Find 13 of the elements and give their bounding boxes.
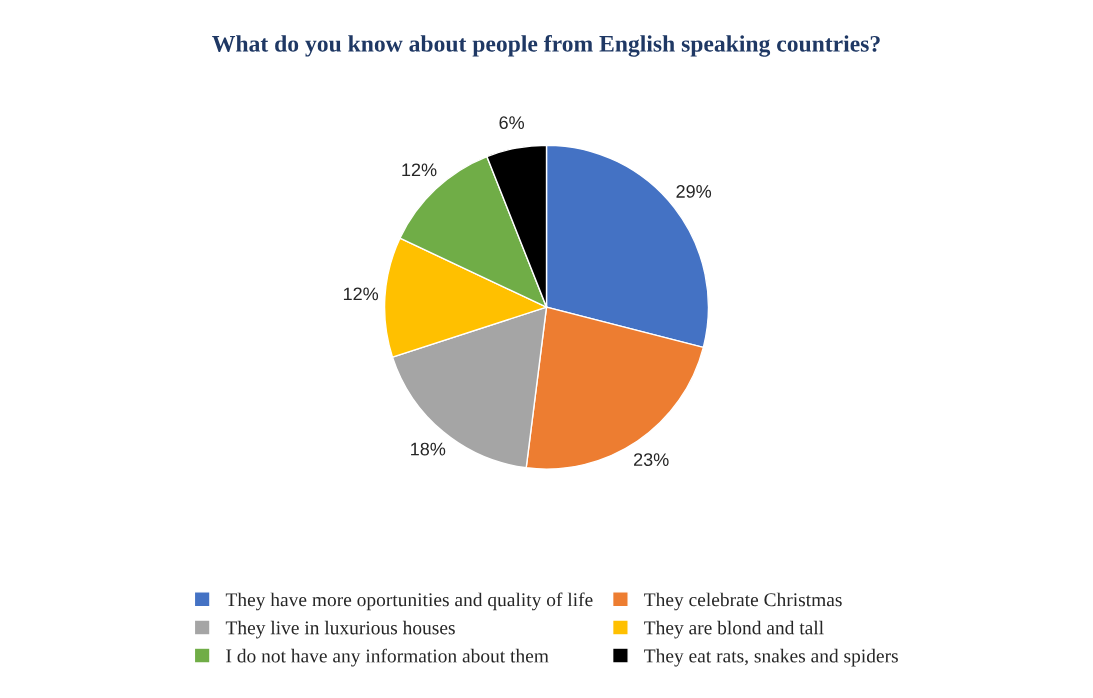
data-label: 6% [499,116,525,130]
data-label: 18% [411,442,446,456]
legend-label: They live in luxurious houses [225,620,455,639]
legend-label: I do not have any information about them [226,648,549,667]
data-label: 29% [676,185,712,198]
data-label: 23% [634,453,669,466]
legend-label: They have more oportunities and quality of life [225,592,593,611]
legend-label: They are blond and tall [644,620,824,639]
legend-label: They eat rats, snakes and spiders [644,648,898,667]
legend-label: They celebrate Christmas [644,592,842,611]
data-label: 12% [343,287,379,301]
chart-title: What do you know about people from English speaking countries? [212,34,880,57]
data-label: 12% [402,163,437,177]
